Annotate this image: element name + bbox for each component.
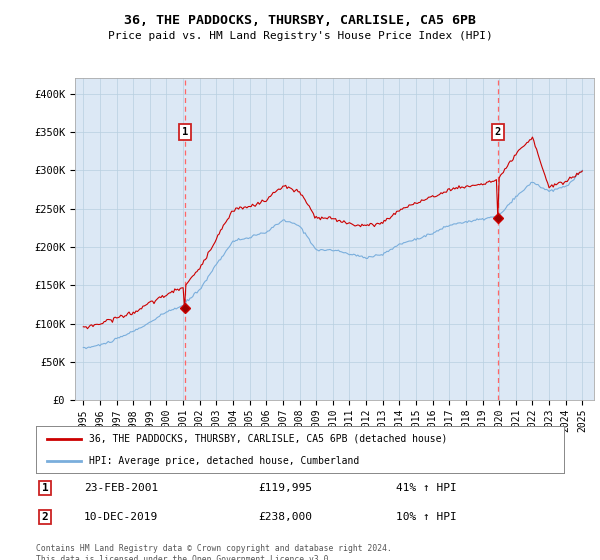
- Text: Price paid vs. HM Land Registry's House Price Index (HPI): Price paid vs. HM Land Registry's House …: [107, 31, 493, 41]
- Text: 2: 2: [41, 512, 49, 522]
- Text: 41% ↑ HPI: 41% ↑ HPI: [396, 483, 457, 493]
- Text: 1: 1: [41, 483, 49, 493]
- Text: £238,000: £238,000: [258, 512, 312, 522]
- Text: 10-DEC-2019: 10-DEC-2019: [84, 512, 158, 522]
- Text: Contains HM Land Registry data © Crown copyright and database right 2024.
This d: Contains HM Land Registry data © Crown c…: [36, 544, 392, 560]
- Text: 36, THE PADDOCKS, THURSBY, CARLISLE, CA5 6PB (detached house): 36, THE PADDOCKS, THURSBY, CARLISLE, CA5…: [89, 434, 447, 444]
- Text: 36, THE PADDOCKS, THURSBY, CARLISLE, CA5 6PB: 36, THE PADDOCKS, THURSBY, CARLISLE, CA5…: [124, 14, 476, 27]
- Text: 2: 2: [495, 127, 501, 137]
- Text: 23-FEB-2001: 23-FEB-2001: [84, 483, 158, 493]
- Text: £119,995: £119,995: [258, 483, 312, 493]
- Text: HPI: Average price, detached house, Cumberland: HPI: Average price, detached house, Cumb…: [89, 456, 359, 466]
- Text: 1: 1: [182, 127, 188, 137]
- Text: 10% ↑ HPI: 10% ↑ HPI: [396, 512, 457, 522]
